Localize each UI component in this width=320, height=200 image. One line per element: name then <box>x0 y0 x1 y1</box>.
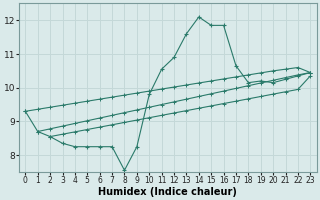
X-axis label: Humidex (Indice chaleur): Humidex (Indice chaleur) <box>98 187 237 197</box>
